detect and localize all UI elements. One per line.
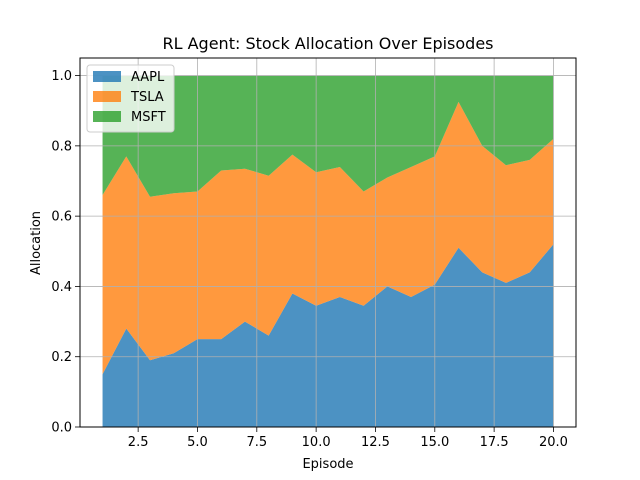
- x-tick-label: 20.0: [539, 435, 568, 450]
- chart-title: RL Agent: Stock Allocation Over Episodes: [162, 34, 493, 53]
- y-tick-label: 0.0: [51, 421, 72, 436]
- y-tick-label: 0.4: [51, 280, 72, 295]
- y-axis-title: Allocation: [29, 211, 44, 275]
- grid-group: [80, 58, 576, 428]
- x-tick-label: 5.0: [187, 435, 208, 450]
- x-tick-label: 15.0: [420, 435, 449, 450]
- areas-group: [102, 75, 554, 427]
- legend-label-aapl: AAPL: [131, 70, 165, 85]
- area-msft: [102, 75, 554, 197]
- x-tick-label: 12.5: [361, 435, 390, 450]
- plot-frame: [79, 57, 577, 428]
- y-tick-label: 0.2: [51, 350, 72, 365]
- x-tick-label: 17.5: [480, 435, 509, 450]
- x-tick-label: 2.5: [128, 435, 149, 450]
- x-tick-label: 10.0: [302, 435, 331, 450]
- legend-swatch-msft: [93, 111, 121, 122]
- area-aapl: [102, 244, 554, 427]
- x-ticks-group: 2.5 5.0 7.5 10.0 12.5 15.0 17.5 20.0: [128, 427, 568, 450]
- legend-swatch-tsla: [93, 91, 121, 102]
- y-ticks-group: 0.0 0.2 0.4 0.6 0.8 1.0: [51, 69, 80, 436]
- legend-label-msft: MSFT: [131, 110, 166, 125]
- area-tsla: [102, 101, 554, 375]
- legend: AAPL TSLA MSFT: [86, 64, 175, 133]
- y-tick-label: 0.6: [51, 210, 72, 225]
- x-tick-label: 7.5: [246, 435, 267, 450]
- y-tick-label: 0.8: [51, 139, 72, 154]
- legend-label-tsla: TSLA: [130, 90, 164, 105]
- y-tick-label: 1.0: [51, 69, 72, 84]
- legend-swatch-aapl: [93, 71, 121, 82]
- x-axis-title: Episode: [302, 457, 353, 472]
